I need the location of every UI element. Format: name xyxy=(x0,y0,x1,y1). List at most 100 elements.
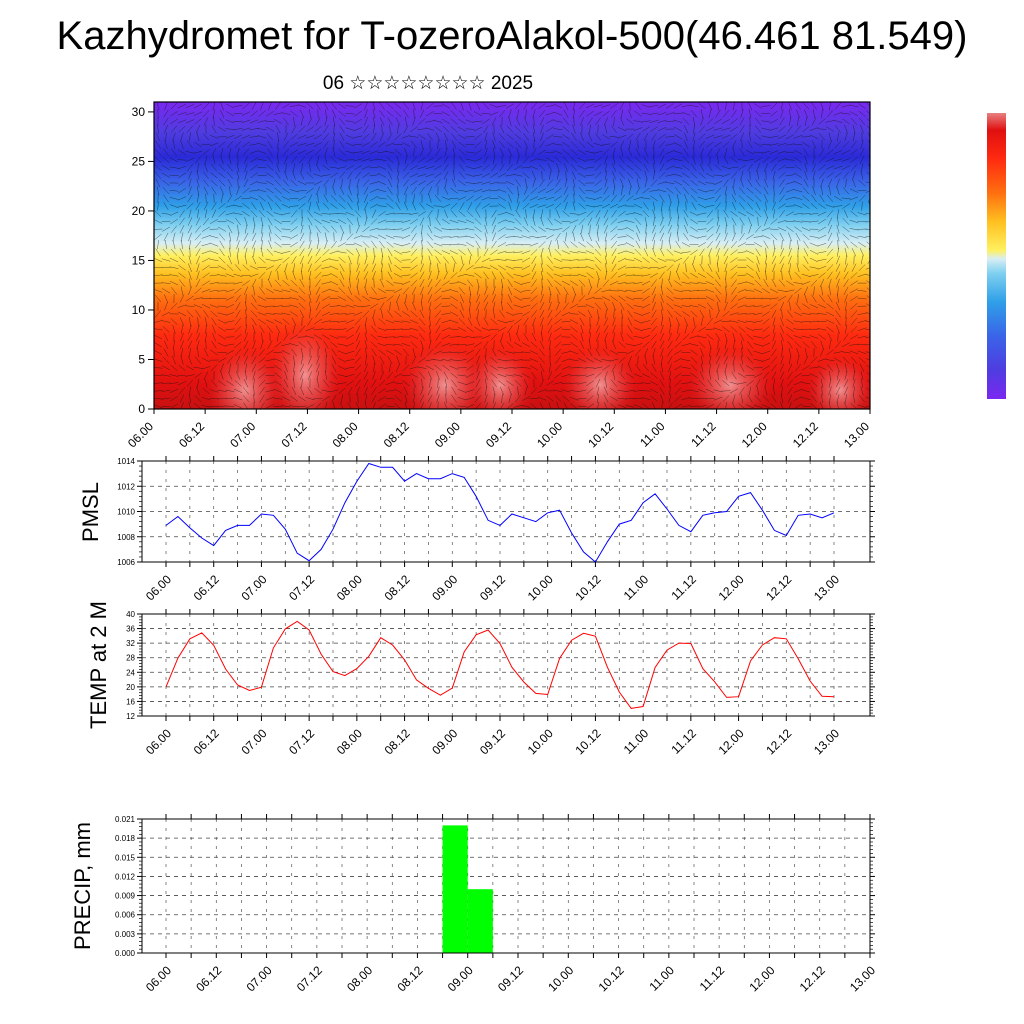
heat-x-tick-label: 12.12 xyxy=(790,419,821,450)
precip-y-axis: 0.000 0.003 0.006 0.009 0.012 0.015 0.018 0.021 xyxy=(115,815,875,958)
y-tick-label: 0.006 xyxy=(115,911,136,920)
y-tick-label: 40 xyxy=(126,610,135,619)
y-tick-label: 24 xyxy=(126,668,135,677)
y-tick-label: 20 xyxy=(126,683,135,692)
y-tick-label: 0.021 xyxy=(115,815,136,824)
pmsl-x-axis: 06.00 06.12 07.00 07.12 08.00 08.12 09.00 09.12… xyxy=(143,456,842,603)
heat-x-tick-label: 13.00 xyxy=(841,419,872,450)
pmsl-ylabel: PMSL xyxy=(78,482,103,542)
heat-x-tick-label: 12.00 xyxy=(739,419,770,450)
x-tick-label: 09.12 xyxy=(495,963,526,994)
heat-y-tick-label: 5 xyxy=(138,352,145,366)
x-tick-label: 10.12 xyxy=(572,572,603,603)
x-tick-label: 10.00 xyxy=(525,572,556,603)
heat-x-tick-label: 10.00 xyxy=(534,419,565,450)
heat-y-tick-label: 15 xyxy=(132,253,146,267)
temp-panel: 12 16 20 24 28 32 36 40 06.00 06.12 07.00 07.12 08.… xyxy=(86,601,875,757)
x-tick-label: 11.12 xyxy=(697,963,728,994)
x-tick-label: 12.12 xyxy=(763,726,794,757)
x-tick-label: 07.12 xyxy=(294,963,325,994)
y-tick-label: 0.009 xyxy=(115,892,136,901)
heat-x-tick-label: 11.00 xyxy=(637,419,668,450)
x-tick-label: 13.00 xyxy=(847,963,878,994)
heat-x-tick-label: 11.12 xyxy=(688,419,719,450)
pmsl-panel: 1006 1008 1010 1012 1014 06.00 06.12 07.00 07.1… xyxy=(78,456,875,603)
x-tick-label: 11.00 xyxy=(621,572,652,603)
precip-grid xyxy=(142,819,871,953)
x-tick-label: 08.12 xyxy=(382,572,413,603)
x-tick-label: 12.00 xyxy=(716,726,747,757)
heatmap-panel: 0 5 10 15 20 25 30 06.00 06.12 07.00 07.12 08.00 08… xyxy=(125,101,872,450)
heat-x-tick-label: 06.00 xyxy=(125,419,156,450)
precip-panel: 0.000 0.003 0.006 0.009 0.012 0.015 0.018 0.021… xyxy=(70,814,878,994)
wind-vectors xyxy=(154,102,870,409)
x-tick-label: 06.00 xyxy=(143,726,174,757)
wind-vector-field xyxy=(154,102,870,409)
precip-x-axis: 06.00 06.12 07.00 07.12 08.00 08.12 09.00 09.12… xyxy=(143,814,878,994)
y-tick-label: 12 xyxy=(126,712,135,721)
page-subtitle: 06 ☆☆☆☆☆☆☆☆ 2025 xyxy=(322,73,534,94)
y-tick-label: 36 xyxy=(126,625,135,634)
y-tick-label: 1010 xyxy=(117,508,135,517)
x-tick-label: 09.00 xyxy=(429,572,460,603)
heat-x-tick-label: 07.12 xyxy=(278,419,309,450)
heat-x-tick-label: 08.00 xyxy=(330,419,361,450)
x-tick-label: 08.00 xyxy=(334,726,365,757)
heat-y-tick-label: 20 xyxy=(132,204,146,218)
y-tick-label: 0.018 xyxy=(115,834,136,843)
heatmap-warm-cells xyxy=(154,102,870,409)
y-tick-label: 0.003 xyxy=(115,930,136,939)
y-tick-label: 1014 xyxy=(117,457,135,466)
heat-y-tick-label: 10 xyxy=(132,303,146,317)
x-tick-label: 06.12 xyxy=(191,726,222,757)
x-tick-label: 10.00 xyxy=(525,726,556,757)
heatmap-x-axis: 06.00 06.12 07.00 07.12 08.00 08.12 09.00 09.12… xyxy=(125,409,872,450)
x-tick-label: 11.00 xyxy=(646,963,677,994)
x-tick-label: 09.00 xyxy=(445,963,476,994)
y-tick-label: 1006 xyxy=(117,558,135,567)
x-tick-label: 06.00 xyxy=(143,963,174,994)
temp-x-axis: 06.00 06.12 07.00 07.12 08.00 08.12 09.00 09.12… xyxy=(143,609,842,757)
temp-frame xyxy=(141,613,871,717)
y-tick-label: 0.000 xyxy=(115,949,136,958)
x-tick-label: 07.00 xyxy=(244,963,275,994)
heat-y-tick-label: 0 xyxy=(138,402,145,416)
x-tick-label: 06.12 xyxy=(191,572,222,603)
y-tick-label: 16 xyxy=(126,697,135,706)
x-tick-label: 07.00 xyxy=(238,572,269,603)
temp-ylabel: TEMP at 2 M xyxy=(86,601,111,729)
precip-frame xyxy=(141,818,871,954)
x-tick-label: 09.12 xyxy=(477,726,508,757)
x-tick-label: 08.00 xyxy=(344,963,375,994)
heat-x-tick-label: 08.12 xyxy=(381,419,412,450)
heat-y-tick-label: 30 xyxy=(132,105,146,119)
x-tick-label: 11.12 xyxy=(668,572,699,603)
page-title: Kazhydromet for T-ozeroAlakol-500(46.461… xyxy=(56,14,968,58)
x-tick-label: 09.12 xyxy=(477,572,508,603)
x-tick-label: 08.12 xyxy=(382,726,413,757)
x-tick-label: 06.00 xyxy=(143,572,174,603)
x-tick-label: 06.12 xyxy=(193,963,224,994)
temp-y-axis: 12 16 20 24 28 32 36 40 xyxy=(126,610,875,721)
x-tick-label: 12.00 xyxy=(716,572,747,603)
x-tick-label: 10.12 xyxy=(572,726,603,757)
pmsl-grid xyxy=(142,461,870,562)
x-tick-label: 07.00 xyxy=(238,726,269,757)
precip-bars xyxy=(442,825,493,953)
y-tick-label: 32 xyxy=(126,639,135,648)
x-tick-label: 10.12 xyxy=(596,963,627,994)
heat-x-tick-label: 10.12 xyxy=(585,419,616,450)
x-tick-label: 07.12 xyxy=(286,726,317,757)
y-tick-label: 28 xyxy=(126,654,135,663)
x-tick-label: 11.00 xyxy=(621,726,652,757)
colorbar xyxy=(987,113,1006,399)
precip-bar xyxy=(442,825,468,953)
x-tick-label: 09.00 xyxy=(429,726,460,757)
heat-x-tick-label: 07.00 xyxy=(227,419,258,450)
temp-series-line xyxy=(165,620,835,709)
heat-x-tick-label: 06.12 xyxy=(176,419,207,450)
x-tick-label: 12.12 xyxy=(763,572,794,603)
x-tick-label: 11.12 xyxy=(668,726,699,757)
x-tick-label: 12.12 xyxy=(797,963,828,994)
heat-x-tick-label: 09.12 xyxy=(483,419,514,450)
